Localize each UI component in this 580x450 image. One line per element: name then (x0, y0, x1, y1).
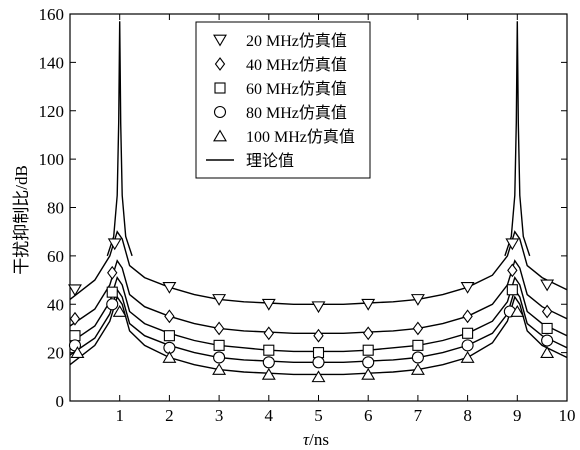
data-point (69, 330, 81, 342)
data-point (68, 284, 82, 297)
data-point (106, 298, 119, 311)
data-point (462, 327, 474, 339)
data-point (506, 284, 518, 296)
x-tick-label: 10 (559, 406, 576, 425)
data-point (70, 346, 85, 358)
data-point (540, 346, 555, 358)
data-point (412, 339, 424, 351)
x-tick-label: 2 (165, 406, 174, 425)
legend-box (195, 21, 371, 179)
data-point (213, 339, 225, 351)
data-point (106, 286, 118, 298)
series-5 (70, 305, 555, 383)
data-point (313, 328, 324, 343)
data-point (162, 350, 177, 363)
data-point (505, 238, 520, 251)
x-tick-label: 1 (115, 406, 124, 425)
data-point (107, 265, 118, 280)
series-3 (69, 284, 553, 359)
legend-label: 60 MHz仿真值 (246, 80, 347, 98)
legend-marker (213, 105, 227, 119)
data-point (163, 330, 175, 342)
legend: 20 MHz仿真值 40 MHz仿真值 60 MHz仿真值 80 MHz仿真值 100 … (195, 21, 371, 179)
data-point (312, 347, 325, 359)
data-point (362, 344, 374, 356)
y-tick-label: 0 (56, 392, 65, 411)
x-tick-label: 3 (215, 406, 224, 425)
data-point (540, 279, 555, 292)
data-point (263, 344, 275, 356)
legend-marker (214, 57, 226, 71)
data-point (507, 263, 518, 278)
data-point (162, 281, 177, 294)
data-point (410, 363, 425, 375)
x-tick-label: 5 (314, 406, 323, 425)
x-tick-label: 7 (414, 406, 423, 425)
simulation-markers (68, 238, 555, 383)
legend-label: 40 MHz仿真值 (246, 56, 347, 74)
y-tick-label: 100 (39, 150, 65, 169)
data-point (311, 301, 326, 314)
data-point (312, 356, 325, 369)
data-point (212, 294, 227, 306)
series-2 (69, 263, 553, 343)
data-point (462, 309, 473, 324)
data-point (164, 309, 175, 324)
data-point (412, 321, 424, 336)
data-point (410, 294, 425, 306)
theory-curve-line (69, 259, 568, 334)
data-point (361, 367, 376, 380)
theory-curve-line (504, 21, 531, 257)
data-point (261, 367, 276, 380)
data-point (263, 326, 274, 341)
data-point (541, 304, 553, 319)
data-point (213, 351, 226, 364)
y-tick-label: 20 (47, 344, 64, 363)
data-point (107, 238, 122, 251)
legend-label: 100 MHz仿真值 (246, 128, 355, 146)
y-tick-label: 160 (39, 5, 65, 24)
theory-curve-line (69, 230, 568, 305)
data-point (461, 339, 474, 352)
data-point (460, 350, 475, 363)
data-point (69, 311, 81, 326)
legend-marker (213, 34, 227, 47)
y-tick-label: 120 (39, 102, 65, 121)
data-point (541, 334, 554, 347)
data-point (311, 370, 326, 383)
data-point (362, 356, 375, 369)
data-point (541, 322, 553, 334)
x-tick-label: 4 (265, 406, 274, 425)
x-tick-label: 8 (463, 406, 472, 425)
theory-curve-line (106, 21, 133, 257)
x-tick-label: 9 (513, 406, 522, 425)
legend-label-theory: 理论值 (246, 152, 294, 170)
y-tick-label: 40 (47, 295, 64, 314)
data-point (361, 298, 376, 311)
y-tick-label: 80 (47, 199, 64, 218)
y-tick-label: 60 (47, 247, 64, 266)
data-point (460, 281, 475, 294)
x-axis-label-tau: τ (303, 430, 310, 449)
x-axis-label: τ/ns (303, 430, 329, 449)
data-point (510, 305, 525, 317)
x-tick-label: 6 (364, 406, 373, 425)
data-point (112, 305, 127, 317)
data-point (261, 298, 276, 311)
legend-label: 20 MHz仿真值 (246, 32, 347, 50)
y-axis-label: 干扰抑制比/dB (12, 165, 31, 275)
legend-label: 80 MHz仿真值 (246, 104, 347, 122)
x-axis-label-unit: /ns (309, 430, 329, 449)
series-1 (68, 238, 555, 314)
data-point (262, 356, 275, 369)
legend-marker (214, 82, 226, 94)
data-point (363, 326, 374, 341)
y-tick-label: 140 (39, 53, 65, 72)
data-point (411, 351, 424, 364)
legend-marker (213, 129, 227, 142)
data-point (213, 321, 225, 336)
data-point (212, 363, 227, 375)
